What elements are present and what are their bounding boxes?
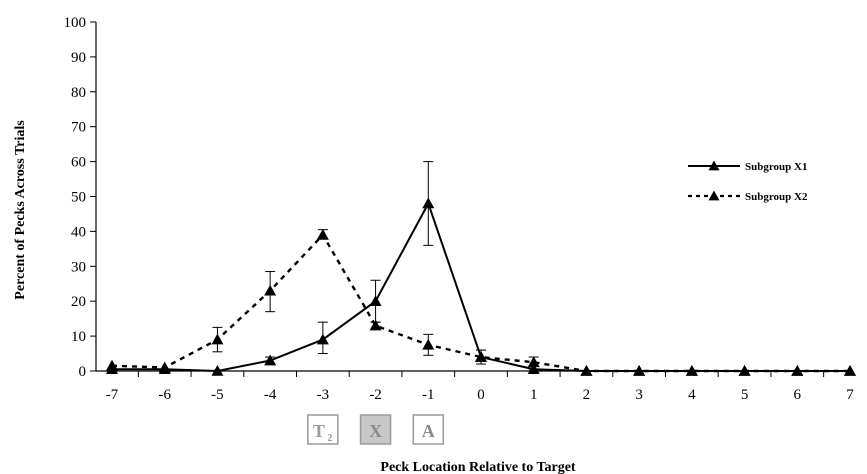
y-tick-label: 60 bbox=[71, 155, 86, 171]
y-tick-label: 90 bbox=[71, 50, 86, 66]
x-tick-label: -1 bbox=[422, 387, 435, 403]
y-axis-title: Percent of Pecks Across Trials bbox=[13, 120, 28, 300]
x-tick-label: 6 bbox=[794, 387, 802, 403]
x-tick-label: 4 bbox=[688, 387, 696, 403]
data-point-marker bbox=[422, 338, 435, 350]
x-tick-label: 7 bbox=[846, 387, 854, 403]
y-axis-ticks: 0 10 20 30 40 50 60 70 80 90 100 bbox=[64, 15, 96, 380]
x-tick-label: -6 bbox=[158, 387, 171, 403]
data-point-marker bbox=[264, 354, 277, 366]
y-tick-label: 30 bbox=[71, 259, 86, 275]
data-point-marker bbox=[369, 295, 382, 306]
x-tick-label: 5 bbox=[741, 387, 749, 403]
x-tick-label: -5 bbox=[211, 387, 224, 403]
legend-marker-swatch bbox=[708, 160, 720, 171]
series-line bbox=[112, 200, 850, 373]
series-layer bbox=[106, 161, 856, 376]
legend-label: Subgroup X1 bbox=[745, 161, 807, 173]
legend-entry: Subgroup X1 bbox=[688, 160, 807, 173]
y-tick-label: 40 bbox=[71, 224, 86, 240]
x-axis-title: Peck Location Relative to Target bbox=[380, 460, 576, 474]
data-point-marker bbox=[211, 365, 224, 376]
x-tick-label: -2 bbox=[369, 387, 382, 403]
data-point-marker bbox=[527, 356, 540, 368]
data-point-marker bbox=[633, 365, 646, 376]
y-tick-label: 70 bbox=[71, 120, 86, 136]
data-point-marker bbox=[844, 365, 856, 376]
data-point-marker bbox=[316, 228, 329, 240]
x-tick-label: 3 bbox=[635, 387, 643, 403]
y-tick-label: 10 bbox=[71, 329, 86, 345]
x-tick-label: 0 bbox=[477, 387, 485, 403]
data-point-marker bbox=[369, 319, 382, 331]
x-tick-label: -3 bbox=[317, 387, 330, 403]
data-point-marker bbox=[316, 333, 329, 345]
x-axis-ticks: -7 -6 -5 -4 -3 -2 -1 0 1 2 3 4 5 6 7 bbox=[106, 371, 854, 403]
position-marker-subscript: 2 bbox=[327, 433, 332, 444]
y-tick-label: 0 bbox=[79, 364, 87, 380]
x-tick-label: 1 bbox=[530, 387, 538, 403]
legend: Subgroup X1 Subgroup X2 bbox=[688, 160, 808, 203]
x-tick-label: 2 bbox=[583, 387, 591, 403]
x-tick-label: -4 bbox=[264, 387, 277, 403]
data-point-marker bbox=[738, 365, 751, 376]
y-tick-label: 20 bbox=[71, 294, 86, 310]
position-marker-label: T bbox=[313, 421, 325, 441]
data-point-marker bbox=[106, 359, 118, 371]
position-marker-box: A bbox=[412, 414, 445, 445]
data-point-marker bbox=[211, 333, 224, 345]
position-marker-label: X bbox=[369, 421, 382, 441]
position-marker-label: A bbox=[422, 421, 435, 441]
legend-marker-swatch bbox=[708, 190, 720, 201]
data-point-marker bbox=[580, 365, 593, 376]
x-tick-label: -7 bbox=[106, 387, 119, 403]
data-point-marker bbox=[791, 365, 804, 376]
data-point-marker bbox=[475, 351, 487, 362]
series-2 bbox=[106, 228, 856, 376]
y-tick-label: 50 bbox=[71, 190, 86, 206]
y-tick-label: 80 bbox=[71, 85, 86, 101]
legend-label: Subgroup X2 bbox=[745, 191, 808, 203]
y-tick-label: 100 bbox=[64, 15, 87, 31]
legend-entry: Subgroup X2 bbox=[688, 190, 808, 203]
data-point-marker bbox=[422, 197, 435, 209]
position-marker-box: X bbox=[359, 414, 392, 445]
data-point-marker bbox=[685, 365, 698, 376]
data-point-marker bbox=[264, 284, 277, 296]
data-point-marker bbox=[158, 361, 171, 373]
series-line bbox=[111, 232, 850, 373]
